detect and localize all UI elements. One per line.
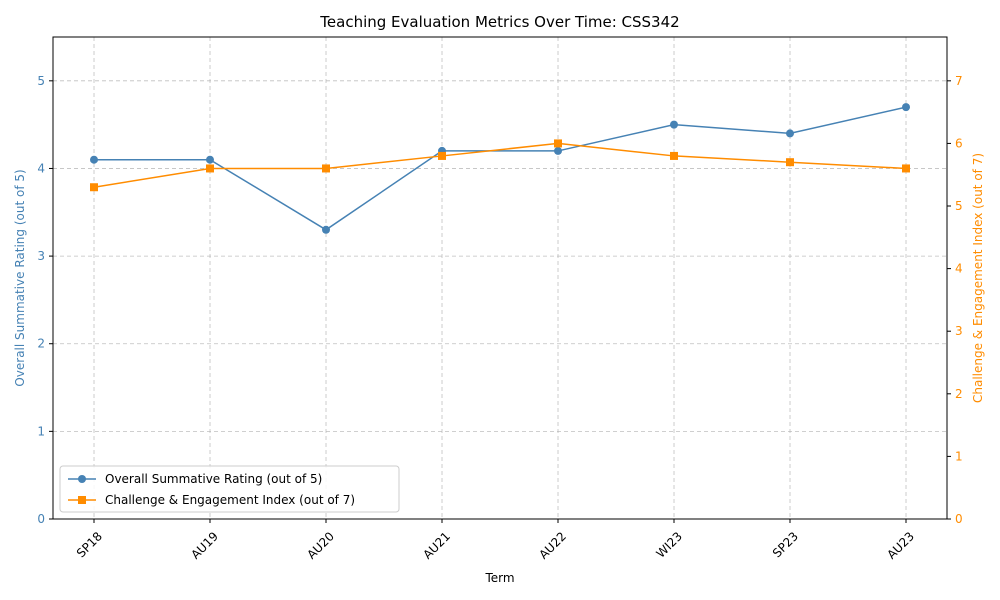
legend-marker-challenge (78, 496, 86, 504)
y-axis-left: 0 1 2 3 4 5 (37, 74, 53, 526)
data-point-challenge (554, 139, 562, 148)
data-point-rating (554, 146, 562, 155)
x-tick-label: AU23 (884, 529, 917, 562)
x-tick-label: SP18 (74, 529, 105, 560)
data-point-challenge (786, 158, 794, 167)
x-tick-label: WI23 (653, 529, 685, 561)
y-right-tick-label: 4 (955, 262, 963, 276)
x-axis-label: Term (484, 571, 514, 585)
legend-label-challenge: Challenge & Engagement Index (out of 7) (105, 493, 355, 507)
y-left-tick-label: 5 (37, 74, 45, 88)
data-point-rating (670, 120, 678, 129)
legend-entry-rating: Overall Summative Rating (out of 5) (68, 472, 322, 486)
data-point-challenge (902, 164, 910, 173)
data-point-challenge (438, 151, 446, 160)
grid (53, 37, 947, 519)
chart-title: Teaching Evaluation Metrics Over Time: C… (319, 13, 679, 31)
x-tick-label: SP23 (770, 529, 801, 560)
legend: Overall Summative Rating (out of 5) Chal… (59, 465, 400, 513)
y-left-tick-label: 2 (37, 337, 45, 351)
y-left-tick-label: 0 (37, 512, 45, 526)
y-right-tick-label: 6 (955, 136, 963, 150)
data-point-rating (902, 103, 910, 112)
data-point-challenge (206, 164, 214, 173)
data-point-rating (206, 155, 214, 164)
y-right-tick-label: 3 (955, 324, 963, 338)
y-left-tick-label: 3 (37, 249, 45, 263)
y-left-tick-label: 4 (37, 161, 45, 175)
y-right-tick-label: 0 (955, 512, 963, 526)
y-right-tick-label: 5 (955, 199, 963, 213)
x-tick-label: AU22 (536, 529, 569, 562)
y-axis-right-label: Challenge & Engagement Index (out of 7) (971, 153, 985, 403)
series-line-rating (94, 106, 907, 231)
x-tick-label: AU20 (304, 529, 337, 562)
legend-entry-challenge: Challenge & Engagement Index (out of 7) (68, 493, 355, 507)
plot-frame (52, 36, 948, 520)
y-left-tick-label: 1 (37, 424, 45, 438)
y-right-tick-label: 2 (955, 387, 963, 401)
legend-marker-rating (78, 475, 86, 483)
y-right-tick-label: 7 (955, 74, 963, 88)
legend-box (59, 465, 400, 513)
data-point-rating (90, 155, 98, 164)
x-tick-label: AU21 (420, 529, 453, 562)
legend-label-rating: Overall Summative Rating (out of 5) (105, 472, 322, 486)
x-tick-label: AU19 (188, 529, 221, 562)
data-point-challenge (90, 183, 98, 192)
data-point-rating (786, 129, 794, 138)
y-axis-left-label: Overall Summative Rating (out of 5) (13, 169, 27, 386)
y-right-tick-label: 1 (955, 449, 963, 463)
data-point-challenge (322, 164, 330, 173)
data-point-challenge (670, 151, 678, 160)
y-axis-right: 0 1 2 3 4 5 6 7 (947, 74, 963, 526)
series-layer (90, 103, 910, 234)
series-line-challenge (93, 142, 907, 188)
data-point-rating (322, 225, 330, 234)
x-axis: SP18 AU19 AU20 AU21 AU22 WI23 SP23 AU23 (74, 519, 917, 562)
